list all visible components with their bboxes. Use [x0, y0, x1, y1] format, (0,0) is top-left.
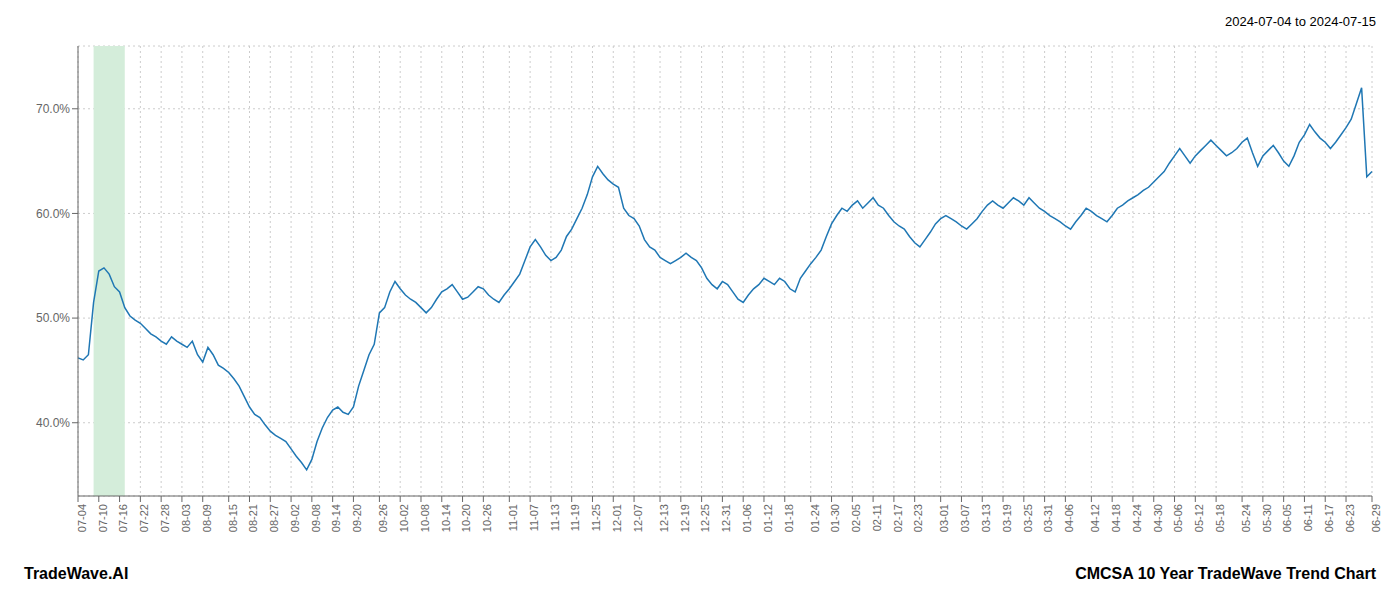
svg-text:09-20: 09-20 — [351, 504, 363, 532]
svg-text:10-26: 10-26 — [481, 504, 493, 532]
svg-text:06-17: 06-17 — [1323, 504, 1335, 532]
svg-text:05-30: 05-30 — [1261, 504, 1273, 532]
svg-text:05-06: 05-06 — [1172, 504, 1184, 532]
svg-text:03-01: 03-01 — [938, 504, 950, 532]
svg-text:11-01: 11-01 — [507, 504, 519, 531]
svg-text:04-24: 04-24 — [1131, 504, 1143, 532]
svg-text:02-05: 02-05 — [850, 504, 862, 532]
svg-text:10-02: 10-02 — [398, 504, 410, 532]
svg-text:07-28: 07-28 — [159, 504, 171, 532]
svg-text:06-05: 06-05 — [1281, 504, 1293, 532]
svg-text:07-22: 07-22 — [138, 504, 150, 532]
svg-text:07-10: 07-10 — [97, 504, 109, 532]
svg-text:09-14: 09-14 — [330, 504, 342, 532]
svg-text:05-12: 05-12 — [1193, 504, 1205, 532]
svg-text:04-18: 04-18 — [1110, 504, 1122, 532]
svg-text:12-01: 12-01 — [611, 504, 623, 532]
svg-text:01-18: 01-18 — [783, 504, 795, 532]
svg-text:11-13: 11-13 — [549, 504, 561, 531]
svg-text:02-23: 02-23 — [912, 504, 924, 532]
svg-text:09-26: 09-26 — [377, 504, 389, 532]
svg-text:60.0%: 60.0% — [36, 207, 70, 221]
svg-text:01-30: 01-30 — [829, 504, 841, 532]
svg-text:07-16: 07-16 — [117, 504, 129, 532]
svg-text:07-04: 07-04 — [76, 504, 88, 532]
svg-text:08-27: 08-27 — [268, 504, 280, 532]
svg-text:06-29: 06-29 — [1370, 504, 1382, 532]
svg-text:11-19: 11-19 — [570, 504, 582, 531]
svg-text:05-18: 05-18 — [1214, 504, 1226, 532]
svg-text:09-08: 09-08 — [310, 504, 322, 532]
svg-text:04-12: 04-12 — [1089, 504, 1101, 532]
svg-text:12-19: 12-19 — [679, 504, 691, 532]
svg-text:01-24: 01-24 — [809, 504, 821, 532]
svg-text:12-31: 12-31 — [720, 504, 732, 532]
svg-text:03-13: 03-13 — [980, 504, 992, 532]
svg-text:01-12: 01-12 — [762, 504, 774, 532]
svg-text:50.0%: 50.0% — [36, 311, 70, 325]
svg-text:03-07: 03-07 — [959, 504, 971, 532]
svg-text:12-07: 12-07 — [632, 504, 644, 532]
svg-text:04-30: 04-30 — [1152, 504, 1164, 532]
svg-text:03-19: 03-19 — [1001, 504, 1013, 532]
svg-text:02-11: 02-11 — [871, 504, 883, 531]
svg-text:03-31: 03-31 — [1042, 504, 1054, 532]
svg-text:06-23: 06-23 — [1344, 504, 1356, 532]
svg-text:12-13: 12-13 — [658, 504, 670, 532]
svg-text:08-09: 08-09 — [201, 504, 213, 532]
svg-text:08-03: 08-03 — [180, 504, 192, 532]
svg-text:01-06: 01-06 — [741, 504, 753, 532]
svg-text:02-17: 02-17 — [892, 504, 904, 532]
svg-text:03-25: 03-25 — [1022, 504, 1034, 532]
svg-text:09-02: 09-02 — [289, 504, 301, 532]
svg-text:70.0%: 70.0% — [36, 102, 70, 116]
svg-text:12-25: 12-25 — [699, 504, 711, 532]
svg-text:05-24: 05-24 — [1240, 504, 1252, 532]
svg-text:10-08: 10-08 — [419, 504, 431, 532]
svg-text:10-20: 10-20 — [460, 504, 472, 532]
html-text:2024-07-04 to 2024-07-15: 2024-07-04 to 2024-07-15 — [1224, 14, 1376, 29]
html-text:TradeWave.AI: TradeWave.AI — [24, 565, 129, 582]
svg-text:11-25: 11-25 — [590, 504, 602, 531]
svg-text:11-07: 11-07 — [528, 504, 540, 531]
svg-text:40.0%: 40.0% — [36, 416, 70, 430]
svg-text:08-21: 08-21 — [247, 504, 259, 532]
svg-text:04-06: 04-06 — [1063, 504, 1075, 532]
svg-text:06-11: 06-11 — [1302, 504, 1314, 531]
svg-text:10-14: 10-14 — [440, 504, 452, 532]
svg-text:08-15: 08-15 — [227, 504, 239, 532]
html-text:CMCSA 10 Year TradeWave Trend: CMCSA 10 Year TradeWave Trend Chart — [1075, 565, 1376, 582]
